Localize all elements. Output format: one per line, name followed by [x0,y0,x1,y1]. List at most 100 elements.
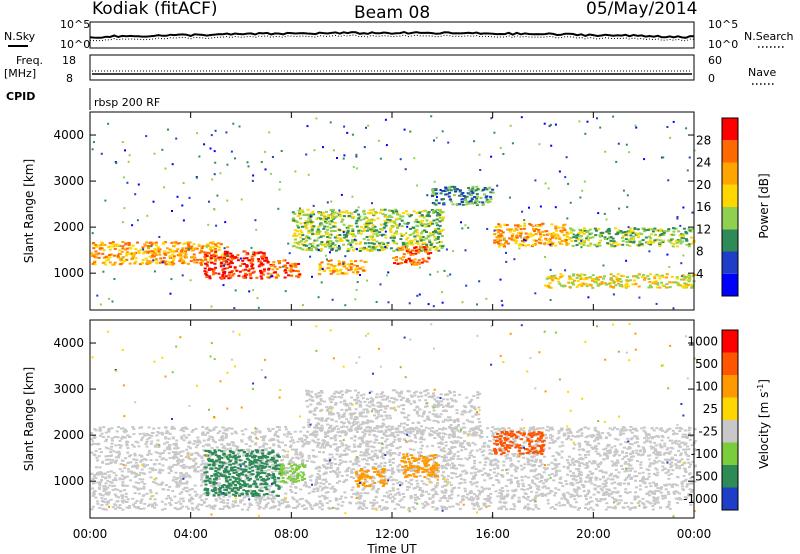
velocity-cell [231,503,235,506]
velocity-cell [104,501,107,504]
power-cell [223,255,227,258]
power-cell [375,229,379,232]
velocity-cell [148,489,152,492]
power-cell [675,241,679,244]
power-cell [687,245,691,248]
velocity-cell [344,434,348,436]
power-cell [659,234,663,236]
velocity-cell [298,453,302,456]
power-cell [212,253,216,256]
velocity-cell [359,442,363,445]
velocity-cell [147,504,150,507]
power-cell [451,203,455,206]
velocity-cell [347,445,351,448]
velocity-cell [597,452,601,455]
power-cell [493,229,496,232]
power-cell [413,220,417,223]
velocity-cell [145,464,149,466]
velocity-cell [407,507,411,509]
velocity-cell [661,429,664,432]
power-cell [424,250,428,253]
velocity-cell [225,504,229,507]
power-cell [609,236,613,239]
freq-left-tick-high: 18 [62,54,76,67]
power-cell [254,219,257,222]
freq-traces [92,70,692,75]
power-cell [407,257,411,260]
velocity-cell [316,445,319,448]
power-cell [662,234,666,236]
velocity-cell [139,500,143,503]
power-cell [409,253,413,256]
velocity-cell [547,487,551,490]
power-cell [355,153,358,156]
velocity-cell [353,450,357,453]
velocity-cell [582,490,586,493]
power-cell [186,246,190,249]
velocity-cell [604,447,608,450]
power-cell [148,255,152,258]
velocity-cell [408,430,412,433]
power-cell [318,230,322,233]
power-cell [375,240,379,243]
velocity-cell [344,444,348,447]
power-cell [223,250,227,253]
power-cell [481,204,485,206]
power-cell [96,244,100,247]
power-cell [478,153,481,156]
velocity-cell [435,429,439,432]
power-cell [263,259,267,262]
power-cell [521,210,524,213]
power-cell [196,132,199,135]
power-cell [282,259,286,262]
power-cell [682,254,685,257]
power-cell [289,270,293,273]
power-cell [210,268,214,271]
power-cell [441,245,444,248]
power-cell [280,150,283,152]
velocity-cell [311,432,315,435]
velocity-cell [511,489,515,492]
power-cell [428,248,432,251]
power-cell [137,251,141,254]
date-title: 05/May/2014 [586,0,698,19]
velocity-cell [215,499,219,502]
power-cell [212,273,215,276]
velocity-cell [143,434,147,437]
power-cell [252,253,256,256]
power-cell [287,274,290,277]
power-cell [415,212,419,215]
power-cell [493,233,497,236]
power-cell [108,248,112,251]
power-cell [371,239,375,242]
power-cell [431,246,435,249]
power-cell [207,243,210,246]
power-cell [176,242,180,245]
power-cell [429,220,433,223]
power-cell [643,276,647,279]
power-cell [409,214,413,217]
power-cell [157,249,161,252]
power-cell [189,260,193,263]
velocity-cell [271,499,274,502]
velocity-cell [578,443,582,446]
power-cell [188,196,191,199]
velocity-cell [500,505,504,508]
velocity-cell [316,472,320,475]
velocity-cell [645,500,649,503]
power-cell [627,229,631,232]
velocity-cell [589,476,593,479]
velocity-cell [634,479,638,482]
power-cell [395,242,399,245]
power-cell [262,270,266,273]
power-cell [372,208,375,211]
velocity-cell [506,479,510,482]
power-cell [386,274,388,277]
power-cell [473,196,477,198]
velocity-cell [202,449,206,452]
velocity-cell [616,461,620,464]
power-cell [588,228,592,231]
power-cell [204,258,208,261]
velocity-cell [470,502,474,505]
velocity-cell [212,493,216,496]
